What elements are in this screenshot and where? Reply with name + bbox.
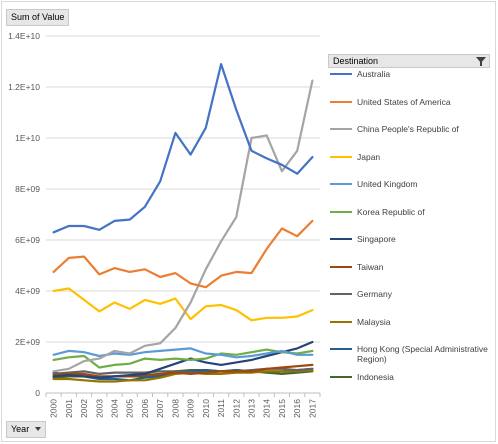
legend-label: Korea Republic of bbox=[357, 206, 425, 217]
legend-label: Taiwan bbox=[357, 261, 384, 272]
x-tick-label: 2001 bbox=[64, 399, 74, 418]
series-line-3 bbox=[52, 287, 314, 322]
x-axis: 2000 2001 2002 2003 2004 2005 2006 2007 2008 2009… bbox=[45, 392, 321, 418]
x-tick-label: 2002 bbox=[79, 399, 89, 418]
series-line-5 bbox=[52, 348, 314, 369]
x-tick-label: 2003 bbox=[94, 399, 104, 418]
x-tick-label: 2000 bbox=[49, 399, 59, 418]
legend-label: Japan bbox=[357, 151, 381, 162]
y-tick-label: 0 bbox=[35, 388, 40, 398]
series-lines bbox=[52, 62, 314, 383]
legend-swatch bbox=[330, 348, 352, 350]
legend-label: Singapore bbox=[357, 234, 396, 244]
legend-swatch bbox=[330, 320, 352, 323]
x-tick-label: 2010 bbox=[201, 399, 211, 418]
legend-swatch bbox=[330, 73, 352, 75]
legend-swatch bbox=[330, 128, 352, 130]
series-line-1 bbox=[52, 219, 314, 289]
x-tick-label: 2005 bbox=[125, 399, 135, 418]
x-tick-label: 2017 bbox=[307, 399, 317, 418]
series-line-4 bbox=[52, 347, 314, 359]
legend-swatch bbox=[330, 265, 352, 268]
x-tick-label: 2006 bbox=[140, 399, 150, 418]
value-field-button[interactable]: Sum of Value bbox=[6, 9, 70, 26]
legend-label: United Kingdom bbox=[357, 179, 418, 189]
series-line-6 bbox=[52, 340, 314, 379]
y-tick-label: 4E+09 bbox=[15, 286, 40, 296]
x-tick-label: 2014 bbox=[262, 399, 272, 418]
y-tick-label: 1.2E+10 bbox=[8, 82, 40, 92]
legend-label: Malaysia bbox=[357, 316, 391, 327]
x-tick-label: 2009 bbox=[186, 399, 196, 418]
legend-swatch bbox=[330, 155, 352, 158]
legend-swatch bbox=[330, 100, 352, 103]
y-tick-label: 1E+10 bbox=[15, 133, 40, 143]
legend-label: Australia bbox=[357, 69, 391, 79]
x-tick-label: 2016 bbox=[292, 399, 302, 418]
y-tick-label: 1.4E+10 bbox=[8, 31, 40, 41]
year-field-button[interactable]: Year bbox=[6, 421, 47, 438]
gridlines bbox=[46, 35, 320, 394]
legend: Destination Australia United States of Am… bbox=[328, 54, 490, 382]
legend-swatch bbox=[330, 293, 352, 295]
legend-label: Indonesia bbox=[357, 371, 394, 382]
x-tick-label: 2013 bbox=[247, 399, 257, 418]
y-tick-label: 2E+09 bbox=[15, 337, 40, 347]
year-field-label: Year bbox=[11, 424, 30, 434]
legend-field-button[interactable]: Destination bbox=[328, 54, 490, 68]
legend-swatch bbox=[330, 238, 352, 240]
x-tick-label: 2004 bbox=[110, 399, 120, 418]
series-line-7 bbox=[52, 363, 314, 378]
legend-swatch bbox=[330, 375, 352, 378]
x-tick-label: 2008 bbox=[170, 399, 180, 418]
x-tick-label: 2011 bbox=[216, 399, 226, 418]
x-tick-label: 2007 bbox=[155, 399, 165, 418]
legend-label: Hong Kong (Special Administrative Region… bbox=[357, 344, 488, 364]
legend-swatch bbox=[330, 183, 352, 185]
series-line-0 bbox=[52, 62, 314, 234]
y-tick-label: 6E+09 bbox=[15, 235, 40, 245]
chevron-down-icon bbox=[35, 427, 42, 431]
series-line-2 bbox=[52, 79, 314, 373]
legend-label: China People's Republic of bbox=[357, 124, 459, 134]
y-tick-label: 8E+09 bbox=[15, 184, 40, 194]
legend-field-label: Destination bbox=[333, 56, 379, 66]
x-tick-label: 2015 bbox=[277, 399, 287, 418]
legend-swatch bbox=[330, 210, 352, 213]
filter-icon[interactable] bbox=[473, 56, 487, 66]
legend-label: United States of America bbox=[357, 96, 451, 107]
x-tick-label: 2012 bbox=[231, 399, 241, 418]
legend-label: Germany bbox=[357, 289, 392, 299]
y-axis: 0 2E+09 4E+09 6E+09 8E+09 1E+10 1.2E+10 1.4E+10 bbox=[8, 31, 40, 398]
